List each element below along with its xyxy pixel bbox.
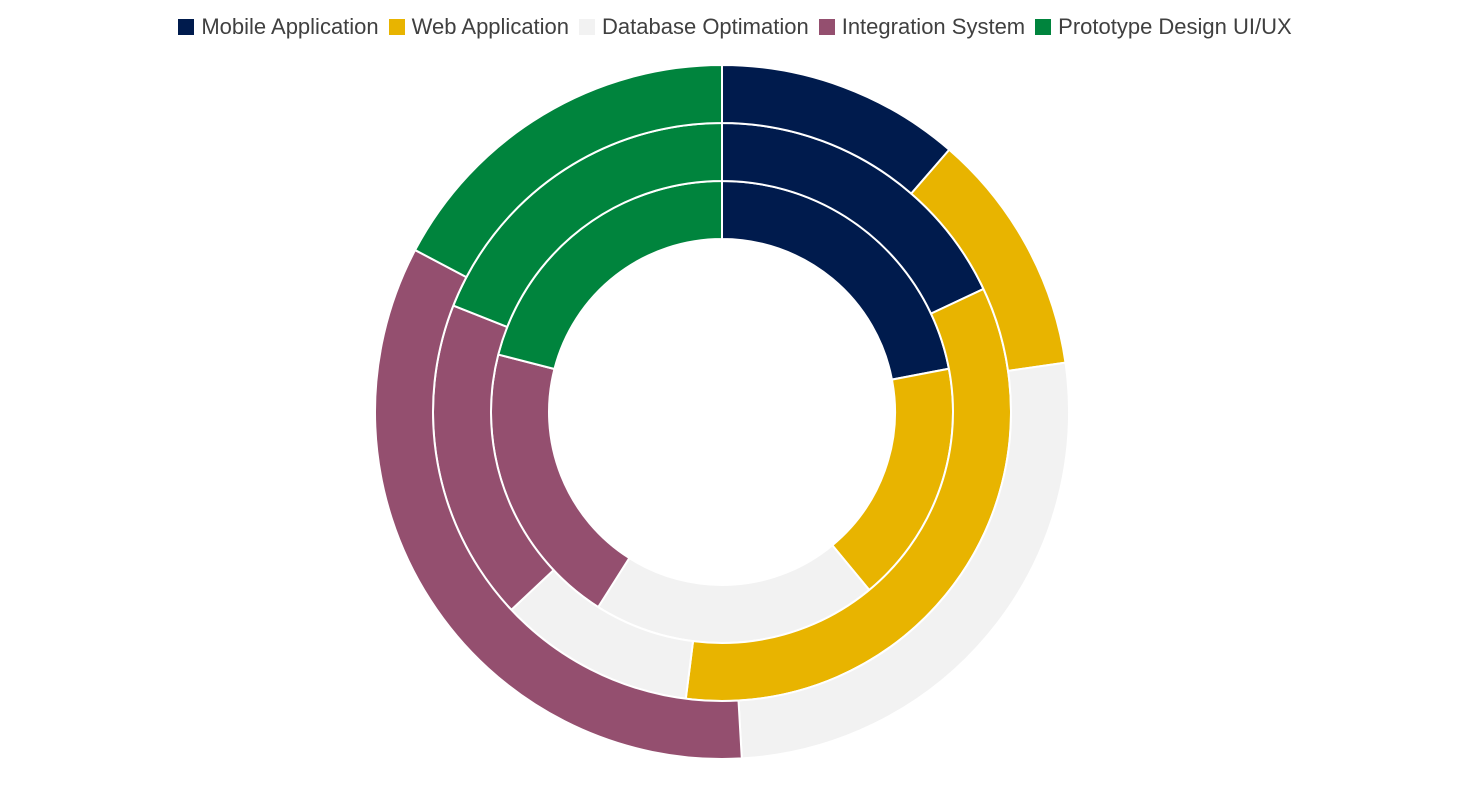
- legend-swatch: [1035, 19, 1052, 35]
- legend-item-web-application: Web Application: [388, 14, 570, 40]
- legend-swatch: [818, 19, 835, 35]
- legend-item-integration-system: Integration System: [818, 14, 1026, 40]
- legend-item-prototype-design-ui-ux: Prototype Design UI/UX: [1035, 14, 1292, 40]
- legend-item-database-optimation: Database Optimation: [579, 14, 809, 40]
- legend-label: Web Application: [411, 14, 570, 39]
- legend-item-mobile-application: Mobile Application: [178, 14, 379, 40]
- chart-legend: Mobile Application Web Application Databas…: [0, 12, 1470, 42]
- legend-swatch: [388, 19, 405, 35]
- legend-swatch: [178, 19, 195, 35]
- legend-swatch: [579, 19, 596, 35]
- legend-label: Database Optimation: [602, 14, 809, 39]
- legend-label: Mobile Application: [201, 14, 379, 39]
- outer-ring-segment-prototype-design-ui-ux: [413, 63, 723, 279]
- legend-label: Prototype Design UI/UX: [1058, 14, 1292, 39]
- legend-label: Integration System: [841, 14, 1026, 39]
